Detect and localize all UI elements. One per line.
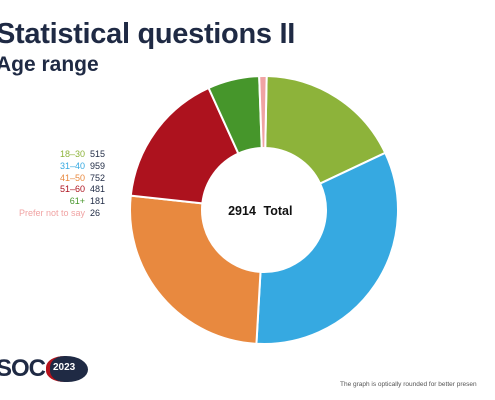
- legend-item: 41–50 752: [19, 173, 112, 185]
- total-value: 2914: [228, 204, 256, 218]
- legend-label: 41–50: [59, 172, 85, 183]
- logo-badge-icon: [46, 356, 88, 382]
- legend-item: 31–40 959: [19, 161, 112, 173]
- logo-text: SOC: [0, 355, 46, 382]
- donut-hole: [202, 148, 326, 272]
- legend-label: 31–40: [59, 160, 85, 171]
- page-subtitle: Age range: [0, 53, 99, 76]
- legend-value: 481: [90, 184, 106, 195]
- legend-item: Prefer not to say 26: [19, 208, 112, 220]
- legend-value: 515: [90, 149, 106, 159]
- total-label: Total: [264, 204, 293, 218]
- legend-value: 959: [90, 160, 106, 171]
- footnote: The graph is optically rounded for bette…: [340, 381, 477, 388]
- legend-item: 51–60 481: [19, 184, 112, 196]
- legend-label: 51–60: [59, 184, 85, 195]
- legend-value: 752: [90, 172, 106, 183]
- legend-value: 181: [90, 196, 106, 207]
- legend-item: 18–30 515: [19, 149, 112, 161]
- legend-item: 61+ 181: [19, 196, 112, 208]
- legend-label: Prefer not to say: [18, 207, 85, 218]
- logo-year: 2023: [53, 362, 76, 373]
- chart-legend: 18–30 515 31–40 959 41–50 752 51–60 481 61+ 181 Pr…: [19, 149, 112, 220]
- legend-label: 61+: [69, 196, 85, 207]
- legend-value: 26: [90, 207, 101, 218]
- page-title: Statistical questions II: [0, 18, 295, 50]
- legend-label: 18–30: [59, 149, 85, 159]
- brand-logo: SOC 2023: [0, 348, 90, 388]
